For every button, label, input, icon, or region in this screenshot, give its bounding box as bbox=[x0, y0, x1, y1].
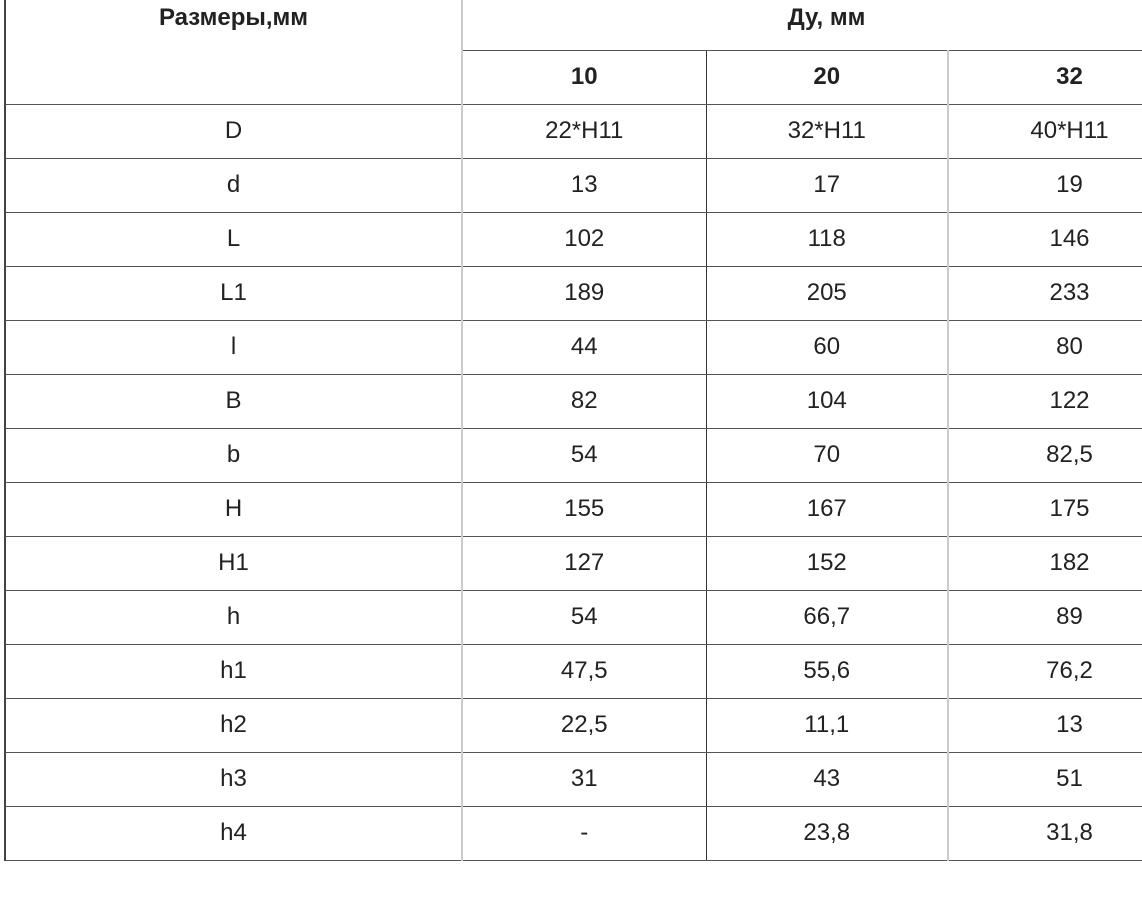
table-cell: 47,5 bbox=[461, 644, 706, 699]
table-cell: - bbox=[461, 806, 706, 861]
row-label: h4 bbox=[4, 806, 462, 861]
table-cell: 19 bbox=[946, 158, 1142, 213]
table-row: b 54 70 82,5 bbox=[4, 428, 1142, 483]
table-cell: 155 bbox=[461, 482, 706, 537]
column-header: 10 bbox=[461, 50, 706, 105]
table-row: h1 47,5 55,6 76,2 bbox=[4, 644, 1142, 699]
table-cell: 51 bbox=[946, 752, 1142, 807]
table-cell: 89 bbox=[946, 590, 1142, 645]
table-cell: 54 bbox=[461, 428, 706, 483]
table-cell: 43 bbox=[705, 752, 948, 807]
table-cell: 205 bbox=[705, 266, 948, 321]
row-label: l bbox=[4, 320, 462, 375]
table-row: h3 31 43 51 bbox=[4, 752, 1142, 807]
table-cell: 233 bbox=[946, 266, 1142, 321]
row-label: b bbox=[4, 428, 462, 483]
row-label: D bbox=[4, 104, 462, 159]
subheader-row: 10 20 32 bbox=[5, 50, 1142, 105]
table-row: B 82 104 122 bbox=[4, 374, 1142, 429]
table-cell: 175 bbox=[946, 482, 1142, 537]
table-cell: 189 bbox=[461, 266, 706, 321]
table-cell: 17 bbox=[705, 158, 948, 213]
table-cell: 70 bbox=[705, 428, 948, 483]
table-row: D 22*H11 32*H11 40*H11 bbox=[4, 104, 1142, 159]
column-header: 32 bbox=[946, 50, 1142, 105]
row-label: H1 bbox=[4, 536, 462, 591]
table-cell: 32*H11 bbox=[705, 104, 948, 159]
table-cell: 66,7 bbox=[705, 590, 948, 645]
table-cell: 11,1 bbox=[705, 698, 948, 753]
header-du: Ду, мм bbox=[460, 0, 1142, 51]
table-cell: 146 bbox=[946, 212, 1142, 267]
table-row: l 44 60 80 bbox=[4, 320, 1142, 375]
header-sizes: Размеры,мм bbox=[4, 0, 462, 105]
table-cell: 167 bbox=[705, 482, 948, 537]
table-row: L 102 118 146 bbox=[4, 212, 1142, 267]
dimensions-table: Размеры,мм Ду, мм 10 20 32 D 22*H11 32*H11… bbox=[4, 0, 1142, 861]
table-row: h2 22,5 11,1 13 bbox=[4, 698, 1142, 753]
table-cell: 13 bbox=[946, 698, 1142, 753]
table-cell: 55,6 bbox=[705, 644, 948, 699]
table-row: h4-23,8 31,8 bbox=[4, 806, 1142, 861]
row-label: h1 bbox=[4, 644, 462, 699]
table-cell: 13 bbox=[461, 158, 706, 213]
column-header: 20 bbox=[705, 50, 948, 105]
header-row: Размеры,мм Ду, мм bbox=[4, 0, 1142, 105]
table-cell: 104 bbox=[705, 374, 948, 429]
row-label: H bbox=[4, 482, 462, 537]
table-cell: 31 bbox=[461, 752, 706, 807]
table-cell: 122 bbox=[946, 374, 1142, 429]
table-cell: 102 bbox=[461, 212, 706, 267]
table-row: h 54 66,7 89 bbox=[4, 590, 1142, 645]
table-cell: 118 bbox=[705, 212, 948, 267]
row-label: h2 bbox=[4, 698, 462, 753]
table-cell: 80 bbox=[946, 320, 1142, 375]
row-label: h bbox=[4, 590, 462, 645]
table-cell: 22,5 bbox=[461, 698, 706, 753]
row-label: d bbox=[4, 158, 462, 213]
table-cell: 40*H11 bbox=[946, 104, 1142, 159]
row-label: h3 bbox=[4, 752, 462, 807]
table-cell: 76,2 bbox=[946, 644, 1142, 699]
table-cell: 182 bbox=[946, 536, 1142, 591]
table-cell: 60 bbox=[705, 320, 948, 375]
row-label: L bbox=[4, 212, 462, 267]
table-cell: 22*H11 bbox=[461, 104, 706, 159]
table-cell: 82 bbox=[461, 374, 706, 429]
table-cell: 54 bbox=[461, 590, 706, 645]
table-cell: 127 bbox=[461, 536, 706, 591]
table-row: H 155 167 175 bbox=[4, 482, 1142, 537]
table-cell: 82,5 bbox=[946, 428, 1142, 483]
row-label: L1 bbox=[4, 266, 462, 321]
table-cell: 23,8 bbox=[705, 806, 948, 861]
table-cell: 44 bbox=[461, 320, 706, 375]
table-row: H1 127 152 182 bbox=[4, 536, 1142, 591]
table-cell: 31,8 bbox=[946, 806, 1142, 861]
table-row: L1 189 205 233 bbox=[4, 266, 1142, 321]
table-row: d 13 17 19 bbox=[4, 158, 1142, 213]
table-cell: 152 bbox=[705, 536, 948, 591]
row-label: B bbox=[4, 374, 462, 429]
